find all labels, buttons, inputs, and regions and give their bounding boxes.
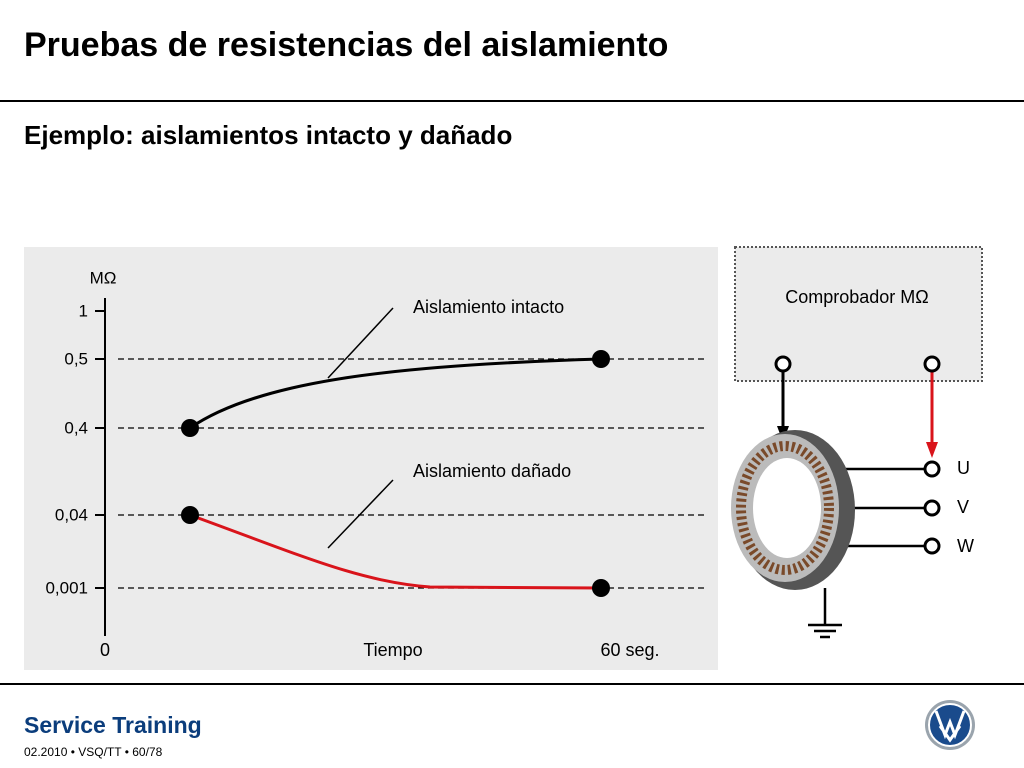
y-label: 0,4 [64,418,88,437]
leader [327,479,394,549]
x-label: Tiempo [363,640,422,660]
point [592,579,610,597]
arrowhead [926,442,938,458]
motor-bore [753,458,821,558]
curve-label: Aislamiento dañado [413,461,571,481]
point [592,350,610,368]
logo [925,700,975,750]
leader [327,307,394,379]
tester-box [734,246,983,382]
terminal [923,355,941,373]
ground [808,588,842,639]
curve-label: Aislamiento intacto [413,297,564,317]
terminal [923,499,941,517]
x-label: 0 [100,640,110,660]
point [181,506,199,524]
point [181,419,199,437]
y-label: 1 [79,301,88,320]
curve-intact [189,357,602,430]
tester-label: Comprobador MΩ [785,287,929,307]
terminal-label: W [957,536,974,556]
motor [731,430,855,590]
terminal-label: V [957,497,969,517]
terminal [923,537,941,555]
y-label: 0,5 [64,349,88,368]
y-label: 0,001 [45,578,88,597]
curve-damaged [189,513,602,590]
title: Pruebas de resistencias del aislamiento [24,26,668,64]
graph-panel [24,247,718,670]
y-unit: MΩ [90,268,117,287]
motor-winding [736,441,834,575]
y-ticks: 1 0,5 0,4 0,04 0,001 [45,301,105,597]
terminal-label: U [957,458,970,478]
brand: Service Training [24,712,202,738]
y-label: 0,04 [55,505,88,524]
subtitle: Ejemplo: aislamientos intacto y dañado [24,120,512,150]
footer-info: 02.2010 • VSQ/TT • 60/78 [24,745,163,759]
x-label: 60 seg. [600,640,659,660]
terminal [774,355,792,373]
terminal [923,460,941,478]
